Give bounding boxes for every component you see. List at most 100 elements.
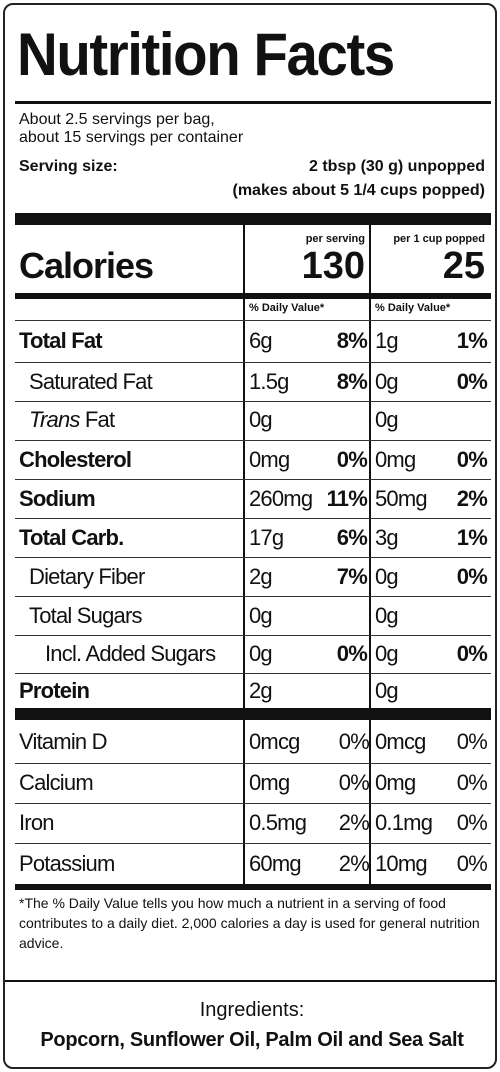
calories-per-cup: 25: [442, 245, 485, 287]
nutrient-dv-cup: 0%: [456, 447, 488, 472]
nutrient-dv: 8%: [336, 328, 368, 353]
nutrient-amount: 0g: [249, 407, 273, 432]
daily-value-heading-1: % Daily Value*: [249, 302, 325, 314]
vitamin-dv-cup: 0%: [456, 770, 488, 795]
nutrient-amount: 17g: [249, 525, 284, 550]
nutrient-amount-cup: 0g: [375, 603, 399, 628]
daily-value-heading-2: % Daily Value*: [375, 302, 451, 314]
nutrient-amount-cup: 1g: [375, 328, 399, 353]
servings-per-bag: About 2.5 servings per bag,: [19, 111, 215, 128]
nutrient-dv-cup: 0%: [456, 369, 488, 394]
title-rule: [15, 101, 491, 104]
nutrient-amount-cup: 0g: [375, 564, 399, 589]
nutrient-name: Total Fat: [19, 328, 103, 353]
nutrient-name: Cholesterol: [19, 447, 132, 472]
calories-label: Calories: [19, 245, 154, 286]
nutrient-dv: 6%: [336, 525, 368, 550]
vitamin-amount-cup: 10mg: [375, 851, 428, 876]
vitamin-dv-cup: 0%: [456, 729, 488, 754]
thick-rule-bottom: [15, 884, 491, 890]
row-divider: [15, 763, 491, 764]
nutrient-name: Total Carb.: [19, 525, 124, 550]
nutrient-amount: 260mg: [249, 486, 313, 511]
nutrient-amount-cup: 0g: [375, 369, 399, 394]
nutrient-dv: 0%: [336, 447, 368, 472]
per-cup-heading: per 1 cup popped: [393, 233, 485, 245]
nutrient-dv-cup: 2%: [456, 486, 488, 511]
vitamin-amount: 60mg: [249, 851, 302, 876]
row-divider: [15, 320, 491, 321]
vitamin-name: Vitamin D: [19, 729, 108, 754]
nutrient-dv: 7%: [336, 564, 368, 589]
calories-per-serving: 130: [301, 245, 365, 287]
serving-size-label: Serving size:: [19, 158, 118, 175]
row-divider: [15, 673, 491, 674]
vitamin-name: Calcium: [19, 770, 94, 795]
vitamin-dv: 0%: [338, 729, 370, 754]
row-divider: [15, 362, 491, 363]
nutrient-name: Dietary Fiber: [29, 564, 145, 589]
nutrition-label: Nutrition Facts About 2.5 servings per b…: [3, 3, 497, 1069]
daily-value-footnote: *The % Daily Value tells you how much a …: [19, 895, 480, 951]
servings-info: About 2.5 servings per bag, about 15 ser…: [19, 111, 243, 147]
column-divider-2: [369, 225, 371, 885]
row-divider: [15, 557, 491, 558]
thick-rule-middle: [15, 708, 491, 720]
nutrient-dv: 0%: [336, 641, 368, 666]
nutrient-amount: 6g: [249, 328, 273, 353]
row-divider: [15, 803, 491, 804]
nutrient-dv-cup: 1%: [456, 525, 488, 550]
nutrient-name: Incl. Added Sugars: [45, 641, 216, 666]
label-title: Nutrition Facts: [17, 21, 395, 88]
nutrient-amount-cup: 0g: [375, 641, 399, 666]
nutrient-name: Total Sugars: [29, 603, 143, 628]
vitamin-dv: 0%: [338, 770, 370, 795]
vitamin-amount-cup: 0mcg: [375, 729, 426, 754]
nutrient-dv: 8%: [336, 369, 368, 394]
vitamin-amount-cup: 0mg: [375, 770, 416, 795]
servings-per-container: about 15 servings per container: [19, 129, 244, 146]
nutrient-dv-cup: 1%: [456, 328, 488, 353]
vitamin-amount: 0mcg: [249, 729, 300, 754]
vitamin-name: Iron: [19, 810, 55, 835]
row-divider: [15, 635, 491, 636]
thick-rule-top: [15, 213, 491, 225]
nutrient-amount-cup: 0mg: [375, 447, 416, 472]
nutrient-name: Saturated Fat: [29, 369, 153, 394]
nutrient-amount-cup: 3g: [375, 525, 399, 550]
ingredients-list: Popcorn, Sunflower Oil, Palm Oil and Sea…: [40, 1029, 464, 1051]
nutrient-amount-cup: 0g: [375, 678, 399, 703]
nutrient-dv-cup: 0%: [456, 641, 488, 666]
calories-rule: [15, 293, 491, 299]
nutrient-name: Trans Fat: [29, 402, 115, 438]
row-divider: [15, 518, 491, 519]
serving-size-note: (makes about 5 1/4 cups popped): [232, 182, 486, 199]
nutrient-name: Protein: [19, 678, 90, 703]
nutrient-amount-cup: 50mg: [375, 486, 428, 511]
row-divider: [15, 479, 491, 480]
nutrient-name: Sodium: [19, 486, 96, 511]
nutrient-dv: 11%: [326, 486, 368, 511]
row-divider: [15, 401, 491, 402]
nutrient-amount: 0mg: [249, 447, 290, 472]
ingredients-divider: [5, 980, 495, 982]
vitamin-amount-cup: 0.1mg: [375, 810, 433, 835]
nutrient-amount: 0g: [249, 603, 273, 628]
column-divider-1: [243, 225, 245, 885]
ingredients-title: Ingredients:: [199, 999, 305, 1021]
vitamin-dv-cup: 0%: [456, 810, 488, 835]
trans-rest: Fat: [79, 407, 115, 432]
nutrient-dv-cup: 0%: [456, 564, 488, 589]
vitamin-amount: 0.5mg: [249, 810, 307, 835]
vitamin-dv-cup: 0%: [456, 851, 488, 876]
nutrient-amount: 2g: [249, 564, 273, 589]
vitamin-amount: 0mg: [249, 770, 290, 795]
vitamin-dv: 2%: [338, 851, 370, 876]
vitamin-name: Potassium: [19, 851, 115, 876]
row-divider: [15, 843, 491, 844]
per-serving-heading: per serving: [305, 233, 365, 245]
nutrient-amount-cup: 0g: [375, 407, 399, 432]
row-divider: [15, 596, 491, 597]
serving-size-value: 2 tbsp (30 g) unpopped: [309, 158, 485, 175]
nutrient-amount: 1.5g: [249, 369, 289, 394]
